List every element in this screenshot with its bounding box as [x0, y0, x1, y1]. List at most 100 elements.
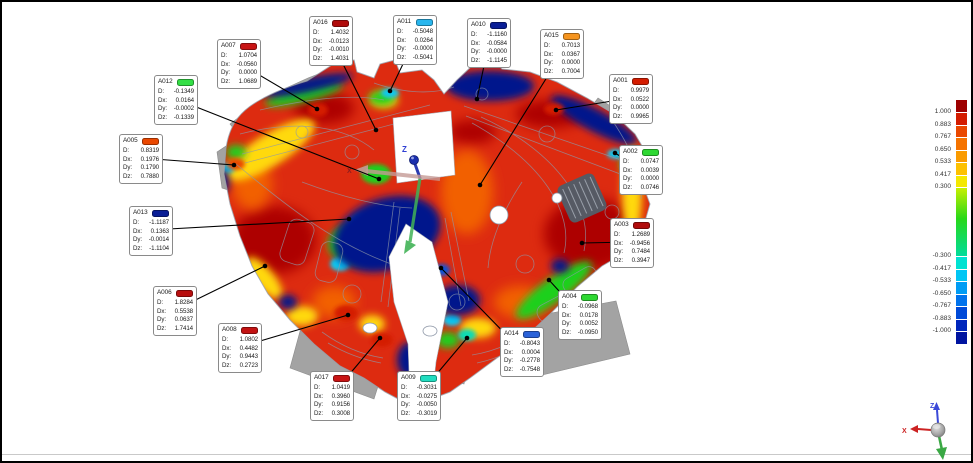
measure-point-dot[interactable]	[474, 96, 480, 102]
dx-label: Dx:	[123, 155, 132, 163]
annotation-box[interactable]: A009 D: -0.3031 Dx: -0.0275 Dy: -0.0050 Dz:…	[397, 371, 441, 422]
scale-segment	[956, 256, 967, 269]
dx-value: 0.3960	[331, 392, 350, 400]
dy-value: -0.0002	[173, 105, 194, 113]
measure-point-dot[interactable]	[262, 263, 268, 269]
annotation-box[interactable]: A001 D: 0.9979 Dx: 0.0522 Dy: 0.0000 Dz: 0.9…	[609, 74, 653, 125]
annotation-box[interactable]: A002 D: 0.0747 Dx: 0.0039 Dy: 0.0000 Dz: 0.0…	[619, 145, 663, 196]
dy-value: 0.0637	[174, 316, 193, 324]
dy-label: Dy:	[221, 69, 230, 77]
measure-point-dot[interactable]	[377, 335, 383, 341]
dy-label: Dy:	[313, 46, 322, 54]
d-label: D:	[314, 384, 320, 391]
deviation-swatch	[633, 222, 650, 229]
dy-label: Dy:	[613, 104, 622, 112]
annotation-box[interactable]: A004 D: -0.0968 Dx: 0.0178 Dy: 0.0052 Dz: -0…	[558, 290, 602, 341]
dy-value: 0.0000	[238, 69, 257, 77]
dy-value: 0.9156	[331, 401, 350, 409]
scale-label: -0.650	[932, 289, 951, 297]
dy-value: -0.2778	[519, 357, 540, 365]
dz-value: 0.7004	[561, 67, 580, 75]
d-value: 0.8319	[140, 147, 159, 154]
dz-label: Dz:	[397, 53, 406, 61]
annotation-id: A014	[504, 330, 519, 338]
scale-segment	[956, 187, 967, 257]
annotation-box[interactable]: A011 D: -0.5048 Dx: 0.0264 Dy: -0.0000 Dz: -…	[393, 15, 437, 66]
dy-value: -0.0000	[486, 48, 507, 56]
dz-label: Dz:	[314, 409, 323, 417]
annotation-box[interactable]: A015 D: 0.7013 Dx: 0.0367 Dy: 0.0000 Dz: 0.7…	[540, 29, 584, 80]
dy-value: 0.7484	[631, 248, 650, 256]
dx-value: 0.0522	[630, 95, 649, 103]
annotation-box[interactable]: A017 D: 1.0419 Dx: 0.3960 Dy: 0.9156 Dz: 0.3…	[310, 371, 354, 422]
measure-point-dot[interactable]	[546, 277, 552, 283]
nav-z-label: Z	[930, 403, 935, 410]
d-value: 0.7013	[561, 42, 580, 49]
dz-value: -1.1104	[149, 244, 169, 252]
d-label: D:	[157, 299, 163, 306]
annotation-id: A008	[222, 326, 237, 334]
d-label: D:	[313, 29, 319, 36]
dy-value: -0.0010	[328, 46, 349, 54]
nav-triad[interactable]: X Z	[902, 402, 947, 460]
measure-point-dot[interactable]	[345, 312, 351, 318]
annotation-box[interactable]: A003 D: 1.2689 Dx: -0.9456 Dy: 0.7484 Dz: 0.…	[610, 218, 654, 269]
dz-value: -0.3019	[416, 409, 437, 417]
measure-point-dot[interactable]	[387, 88, 393, 94]
dz-label: Dz:	[401, 409, 410, 417]
deviation-swatch	[332, 20, 349, 27]
measure-point-dot[interactable]	[346, 216, 352, 222]
dx-label: Dx:	[401, 392, 410, 400]
annotation-box[interactable]: A007 D: 1.0704 Dx: -0.0560 Dy: 0.0000 Dz: 1.…	[217, 39, 261, 90]
annotation-box[interactable]: A008 D: 1.0802 Dx: 0.4482 Dy: 0.9443 Dz: 0.2…	[218, 323, 262, 374]
measure-point-dot[interactable]	[376, 176, 382, 182]
d-value: -0.0968	[577, 303, 598, 310]
measure-point-dot[interactable]	[477, 182, 483, 188]
dx-label: Dx:	[397, 36, 406, 44]
annotation-box[interactable]: A005 D: 0.8319 Dx: 0.1976 Dy: 0.1790 Dz: 0.7…	[119, 134, 163, 185]
dy-label: Dy:	[623, 175, 632, 183]
measure-point-dot[interactable]	[553, 107, 559, 113]
origin-x-label: X	[347, 168, 352, 175]
dx-value: 0.4482	[239, 344, 258, 352]
d-value: -0.1349	[173, 88, 194, 95]
measure-point-dot[interactable]	[612, 150, 618, 156]
dy-value: -0.0000	[412, 45, 433, 53]
deviation-swatch	[581, 294, 598, 301]
annotation-box[interactable]: A010 D: -1.1160 Dx: -0.0584 Dy: -0.0000 Dz:…	[467, 18, 511, 69]
dx-value: 0.0178	[579, 311, 598, 319]
annotation-box[interactable]: A014 D: -0.8043 Dx: 0.0004 Dy: -0.2778 Dz: -…	[500, 327, 544, 378]
measure-point-dot[interactable]	[314, 106, 320, 112]
deviation-swatch	[523, 331, 540, 338]
annotation-id: A017	[314, 374, 329, 382]
origin-z-sphere	[409, 155, 419, 165]
measure-point-dot[interactable]	[464, 335, 470, 341]
d-label: D:	[221, 52, 227, 59]
measure-point-dot[interactable]	[438, 265, 444, 271]
scale-label: -0.767	[932, 302, 951, 310]
annotation-box[interactable]: A016 D: 1.4032 Dx: -0.0123 Dy: -0.0010 Dz: 1…	[309, 16, 353, 67]
scale-segment	[956, 293, 967, 307]
measure-point-dot[interactable]	[231, 162, 237, 168]
dx-label: Dx:	[221, 60, 230, 68]
dz-value: -0.1339	[173, 113, 194, 121]
measure-point-dot[interactable]	[579, 240, 585, 246]
dz-label: Dz:	[222, 361, 231, 369]
dz-value: 1.0689	[238, 77, 257, 85]
dz-label: Dz:	[221, 77, 230, 85]
dx-value: 0.0367	[561, 50, 580, 58]
d-value: -0.5048	[412, 28, 433, 35]
scale-segment	[956, 306, 967, 319]
dy-label: Dy:	[314, 401, 323, 409]
dy-label: Dy:	[614, 248, 623, 256]
d-value: 1.0704	[238, 52, 257, 59]
scale-segment	[956, 137, 967, 150]
annotation-box[interactable]: A013 D: -1.1187 Dx: 0.1363 Dy: -0.0014 Dz: -…	[129, 206, 173, 257]
annotation-box[interactable]: A012 D: -0.1349 Dx: 0.0164 Dy: -0.0002 Dz: -…	[154, 75, 198, 126]
dy-label: Dy:	[544, 59, 553, 67]
leader-line	[150, 218, 350, 231]
dz-label: Dz:	[123, 172, 132, 180]
dz-value: 0.3008	[331, 409, 350, 417]
measure-point-dot[interactable]	[373, 127, 379, 133]
annotation-box[interactable]: A006 D: 1.8284 Dx: 0.5538 Dy: 0.0637 Dz: 1.7…	[153, 286, 197, 337]
